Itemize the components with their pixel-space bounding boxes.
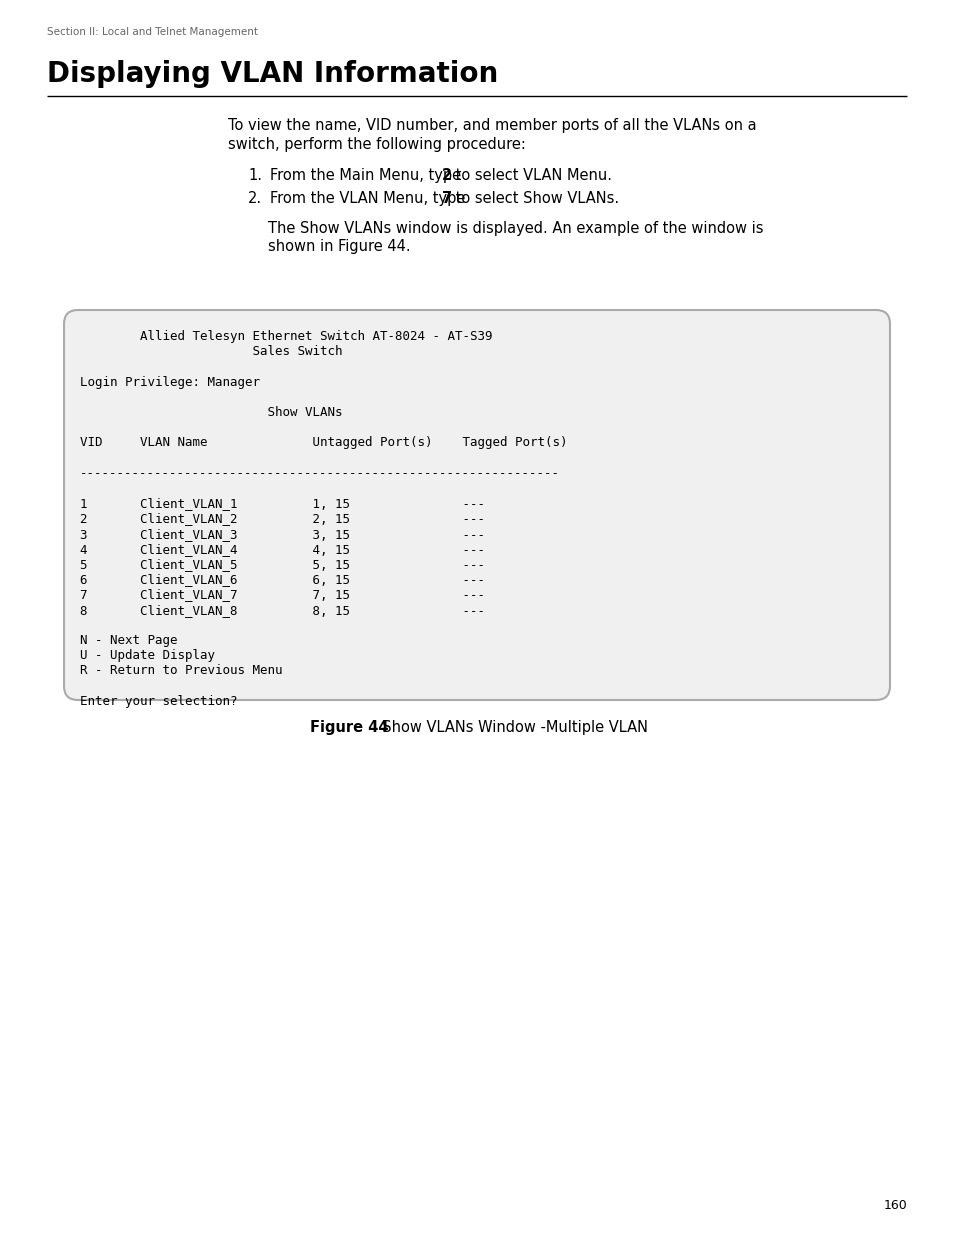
Text: 7       Client_VLAN_7          7, 15               ---: 7 Client_VLAN_7 7, 15 --- — [80, 588, 484, 601]
Text: 1.: 1. — [248, 168, 262, 183]
Text: to select Show VLANs.: to select Show VLANs. — [451, 191, 618, 206]
Text: 2.: 2. — [248, 191, 262, 206]
Text: 5       Client_VLAN_5          5, 15               ---: 5 Client_VLAN_5 5, 15 --- — [80, 558, 484, 571]
Text: Show VLANs: Show VLANs — [80, 406, 342, 419]
Text: Allied Telesyn Ethernet Switch AT-8024 - AT-S39: Allied Telesyn Ethernet Switch AT-8024 -… — [80, 330, 492, 343]
Text: Displaying VLAN Information: Displaying VLAN Information — [47, 61, 497, 88]
Text: From the VLAN Menu, type: From the VLAN Menu, type — [270, 191, 470, 206]
Text: Sales Switch: Sales Switch — [80, 346, 342, 358]
Text: Enter your selection?: Enter your selection? — [80, 695, 237, 708]
Text: Login Privilege: Manager: Login Privilege: Manager — [80, 375, 260, 389]
Text: 7: 7 — [441, 191, 452, 206]
Text: switch, perform the following procedure:: switch, perform the following procedure: — [228, 137, 525, 152]
Text: shown in Figure 44.: shown in Figure 44. — [268, 240, 410, 254]
Text: To view the name, VID number, and member ports of all the VLANs on a: To view the name, VID number, and member… — [228, 119, 756, 133]
Text: The Show VLANs window is displayed. An example of the window is: The Show VLANs window is displayed. An e… — [268, 221, 762, 236]
Text: 6       Client_VLAN_6          6, 15               ---: 6 Client_VLAN_6 6, 15 --- — [80, 573, 484, 587]
Text: 160: 160 — [882, 1199, 906, 1212]
Text: R - Return to Previous Menu: R - Return to Previous Menu — [80, 664, 282, 678]
Text: 4       Client_VLAN_4          4, 15               ---: 4 Client_VLAN_4 4, 15 --- — [80, 543, 484, 556]
Text: U - Update Display: U - Update Display — [80, 650, 214, 662]
Text: 3       Client_VLAN_3          3, 15               ---: 3 Client_VLAN_3 3, 15 --- — [80, 527, 484, 541]
FancyBboxPatch shape — [64, 310, 889, 700]
Text: to select VLAN Menu.: to select VLAN Menu. — [451, 168, 612, 183]
Text: Figure 44: Figure 44 — [310, 720, 388, 735]
Text: N - Next Page: N - Next Page — [80, 634, 177, 647]
Text: Show VLANs Window -Multiple VLAN: Show VLANs Window -Multiple VLAN — [373, 720, 647, 735]
Text: 8       Client_VLAN_8          8, 15               ---: 8 Client_VLAN_8 8, 15 --- — [80, 604, 484, 616]
Text: ----------------------------------------------------------------: ----------------------------------------… — [80, 467, 559, 480]
Text: 1       Client_VLAN_1          1, 15               ---: 1 Client_VLAN_1 1, 15 --- — [80, 498, 484, 510]
Text: From the Main Menu, type: From the Main Menu, type — [270, 168, 465, 183]
Text: VID     VLAN Name              Untagged Port(s)    Tagged Port(s): VID VLAN Name Untagged Port(s) Tagged Po… — [80, 436, 567, 450]
Text: 2       Client_VLAN_2          2, 15               ---: 2 Client_VLAN_2 2, 15 --- — [80, 513, 484, 525]
Text: Section II: Local and Telnet Management: Section II: Local and Telnet Management — [47, 27, 257, 37]
Text: 2: 2 — [441, 168, 452, 183]
